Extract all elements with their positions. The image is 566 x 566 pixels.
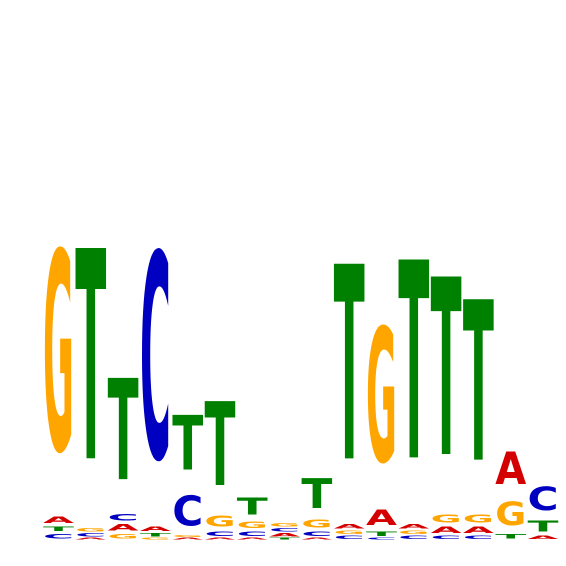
logo-letter-c: C — [237, 530, 268, 537]
logo-letter-c: C — [334, 535, 365, 540]
logo-letter-g: G — [43, 197, 74, 515]
logo-letter-a: A — [334, 522, 366, 530]
logo-letter-a: A — [431, 525, 463, 535]
logo-letter-a: A — [140, 525, 172, 533]
logo-letter-a: A — [398, 522, 430, 530]
logo-letter-t: T — [172, 401, 203, 488]
logo-letter-g: G — [108, 533, 139, 540]
logo-letter-a: A — [108, 522, 140, 532]
logo-letter-t: T — [366, 530, 397, 538]
logo-letter-t: T — [75, 190, 106, 527]
logo-letter-g: G — [237, 520, 268, 530]
logo-letter-t: T — [495, 533, 526, 541]
logo-letter-c: C — [528, 480, 559, 518]
logo-letter-g: G — [431, 512, 462, 525]
logo-letter-c: C — [108, 513, 139, 523]
logo-letter-a: A — [301, 538, 332, 540]
logo-letter-t: T — [108, 351, 139, 512]
logo-letter-a: A — [463, 525, 495, 535]
logo-letter-t: T — [431, 229, 462, 513]
logo-letter-a: A — [205, 538, 236, 540]
logo-letter-g: G — [463, 512, 494, 525]
logo-letter-a: A — [269, 533, 300, 538]
logo-letter-c: C — [301, 530, 332, 537]
logo-letter-a: A — [43, 515, 75, 525]
logo-letter-a: A — [366, 505, 397, 530]
logo-letter-t: T — [463, 257, 494, 512]
logo-letter-c: C — [43, 533, 74, 540]
logo-letter-a: A — [172, 538, 203, 540]
logo-letter-c: C — [366, 538, 397, 541]
logo-stacks: CTAGACGTGACTGTACAGCTACGTACGTTACGACGTCGAT… — [43, 190, 559, 540]
logo-letter-c: C — [140, 196, 171, 525]
logo-position-16: ATC — [528, 480, 559, 540]
logo-letter-g: G — [301, 517, 332, 530]
logo-letter-g: G — [366, 292, 397, 505]
logo-letter-t: T — [528, 518, 559, 535]
logo-letter-t: T — [140, 533, 171, 538]
logo-letter-a: A — [75, 538, 106, 540]
logo-letter-c: C — [463, 535, 494, 540]
logo-letter-t: T — [334, 212, 365, 523]
logo-letter-a: A — [237, 538, 268, 540]
logo-letter-c: C — [172, 488, 203, 535]
logo-letter-g: G — [75, 528, 106, 533]
logo-letter-t: T — [301, 471, 333, 518]
logo-letter-g: G — [495, 496, 526, 534]
logo-letter-g: G — [140, 538, 171, 540]
logo-letter-g: G — [269, 523, 300, 528]
logo-letter-c: C — [398, 535, 429, 540]
logo-letter-g: G — [334, 530, 365, 535]
logo-letter-c: C — [269, 528, 300, 533]
logo-letter-t: T — [205, 378, 236, 512]
logo-letter-a: A — [528, 535, 559, 540]
logo-letter-c: C — [205, 530, 236, 537]
logo-letter-g: G — [172, 535, 203, 537]
logo-letter-c: C — [431, 535, 462, 540]
logo-letter-t: T — [237, 492, 268, 520]
logo-letter-t: T — [398, 205, 429, 522]
logo-letter-g: G — [205, 512, 236, 530]
logo-position-15: TGA — [495, 444, 526, 540]
logo-letter-a: A — [495, 444, 526, 496]
logo-letter-t: T — [269, 537, 300, 540]
logo-letter-t: T — [43, 525, 74, 533]
logo-letter-c: C — [75, 533, 106, 538]
logo-letter-g: G — [398, 530, 429, 535]
